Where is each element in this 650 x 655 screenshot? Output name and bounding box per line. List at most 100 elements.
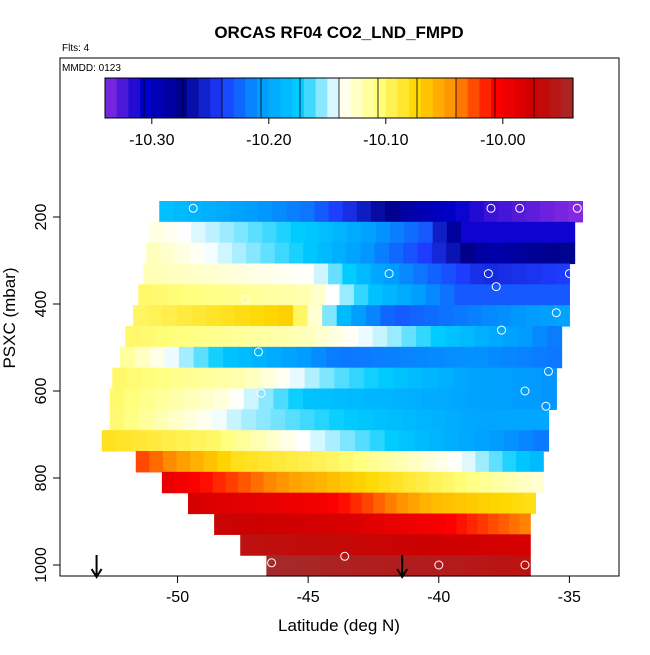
heatmap-cell — [431, 492, 444, 515]
heatmap-cell — [157, 263, 173, 285]
heatmap-cell — [205, 221, 221, 244]
heatmap-cell — [235, 513, 247, 535]
heatmap-cell — [372, 326, 388, 348]
heatmap-cell — [454, 492, 467, 515]
heatmap-cell — [503, 326, 519, 348]
colorbar-tick-label: -10.30 — [129, 132, 174, 149]
heatmap-cell — [474, 242, 490, 265]
heatmap-cell — [510, 534, 522, 556]
heatmap-cell — [298, 451, 313, 473]
heatmap-cell — [133, 305, 149, 327]
heatmap-cell — [455, 263, 471, 285]
heatmap-cell — [263, 471, 277, 494]
heatmap-cell — [283, 555, 294, 577]
heatmap-cell — [311, 346, 327, 369]
heatmap-cell — [270, 409, 286, 431]
heatmap-cell — [500, 492, 513, 515]
heatmap-cell — [325, 430, 341, 452]
heatmap-cell — [467, 367, 483, 390]
heatmap-cell — [384, 201, 400, 223]
heatmap-cell — [387, 326, 403, 348]
heatmap-cell — [328, 326, 345, 348]
heatmap-cell — [342, 201, 358, 223]
heatmap-cell — [298, 513, 310, 535]
heatmap-cell — [269, 534, 280, 556]
heatmap-cell — [326, 346, 342, 369]
heatmap-cell — [427, 201, 442, 223]
heatmap-cell — [407, 555, 417, 577]
heatmap-cell — [169, 388, 185, 410]
heatmap-rows — [101, 201, 584, 577]
heatmap-cell — [498, 513, 510, 535]
heatmap-row — [240, 534, 531, 556]
colorbar-segment — [116, 78, 129, 118]
heatmap-cell — [472, 534, 483, 556]
heatmap-cell — [285, 263, 301, 285]
heatmap-cell — [314, 471, 328, 494]
heatmap-cell — [413, 263, 429, 285]
heatmap-cell — [523, 492, 537, 515]
heatmap-cell — [200, 471, 214, 494]
heatmap-cell — [555, 263, 570, 285]
heatmap-cell — [276, 471, 290, 494]
heatmap-cell — [389, 555, 399, 577]
heatmap-cell — [161, 471, 176, 494]
heatmap-cell — [384, 492, 398, 515]
heatmap-cell — [546, 326, 563, 348]
heatmap-cell — [214, 263, 230, 285]
heatmap-cell — [267, 346, 283, 369]
heatmap-cell — [466, 513, 479, 535]
heatmap-cell — [238, 284, 254, 306]
heatmap-cell — [222, 492, 235, 515]
heatmap-cell — [441, 263, 457, 285]
heatmap-cell — [274, 242, 290, 265]
colorbar-segment — [163, 78, 176, 118]
heatmap-cell — [146, 430, 162, 452]
colorbar-segment — [456, 78, 469, 118]
sample-marker — [515, 203, 525, 213]
latitude-arrow — [396, 555, 409, 579]
heatmap-cell — [336, 555, 347, 577]
heatmap-row — [214, 513, 531, 535]
heatmap-cell — [369, 430, 386, 452]
heatmap-cell — [407, 388, 423, 410]
colorbar-segment — [350, 78, 363, 118]
heatmap-cell — [424, 555, 435, 577]
heatmap-cell — [304, 367, 321, 390]
heatmap-cell — [273, 388, 289, 410]
heatmap-cell — [310, 430, 326, 452]
heatmap-cell — [503, 221, 519, 244]
heatmap-cell — [276, 221, 292, 244]
heatmap-cell — [512, 263, 528, 285]
heatmap-cell — [249, 305, 265, 327]
colorbar-segment — [105, 78, 118, 118]
heatmap-cell — [322, 305, 338, 327]
heatmap-cell — [246, 242, 262, 265]
heatmap-cell — [474, 430, 490, 452]
x-tick-label: -35 — [558, 589, 581, 606]
heatmap-cell — [422, 388, 438, 410]
heatmap-cell — [290, 221, 306, 244]
heatmap-cell — [187, 471, 201, 494]
heatmap-cell — [181, 284, 197, 306]
heatmap-cell — [486, 555, 496, 577]
heatmap-cell — [497, 367, 513, 390]
heatmap-cell — [504, 409, 520, 431]
heatmap-cell — [229, 201, 245, 223]
heatmap-cell — [505, 471, 519, 494]
heatmap-cell — [183, 326, 199, 348]
heatmap-cell — [517, 346, 533, 369]
heatmap-cell — [373, 492, 386, 515]
heatmap-cell — [266, 513, 278, 535]
heatmap-cell — [380, 555, 391, 577]
heatmap-cell — [511, 305, 527, 327]
heatmap-cell — [168, 409, 184, 431]
heatmap-cell — [171, 263, 187, 285]
heatmap-cell — [503, 555, 514, 577]
heatmap-cell — [159, 201, 174, 223]
heatmap-cell — [237, 346, 254, 369]
colorbar-segment — [385, 78, 399, 118]
heatmap-cell — [399, 263, 414, 285]
heatmap-row — [146, 242, 576, 265]
heatmap-cell — [134, 346, 151, 369]
